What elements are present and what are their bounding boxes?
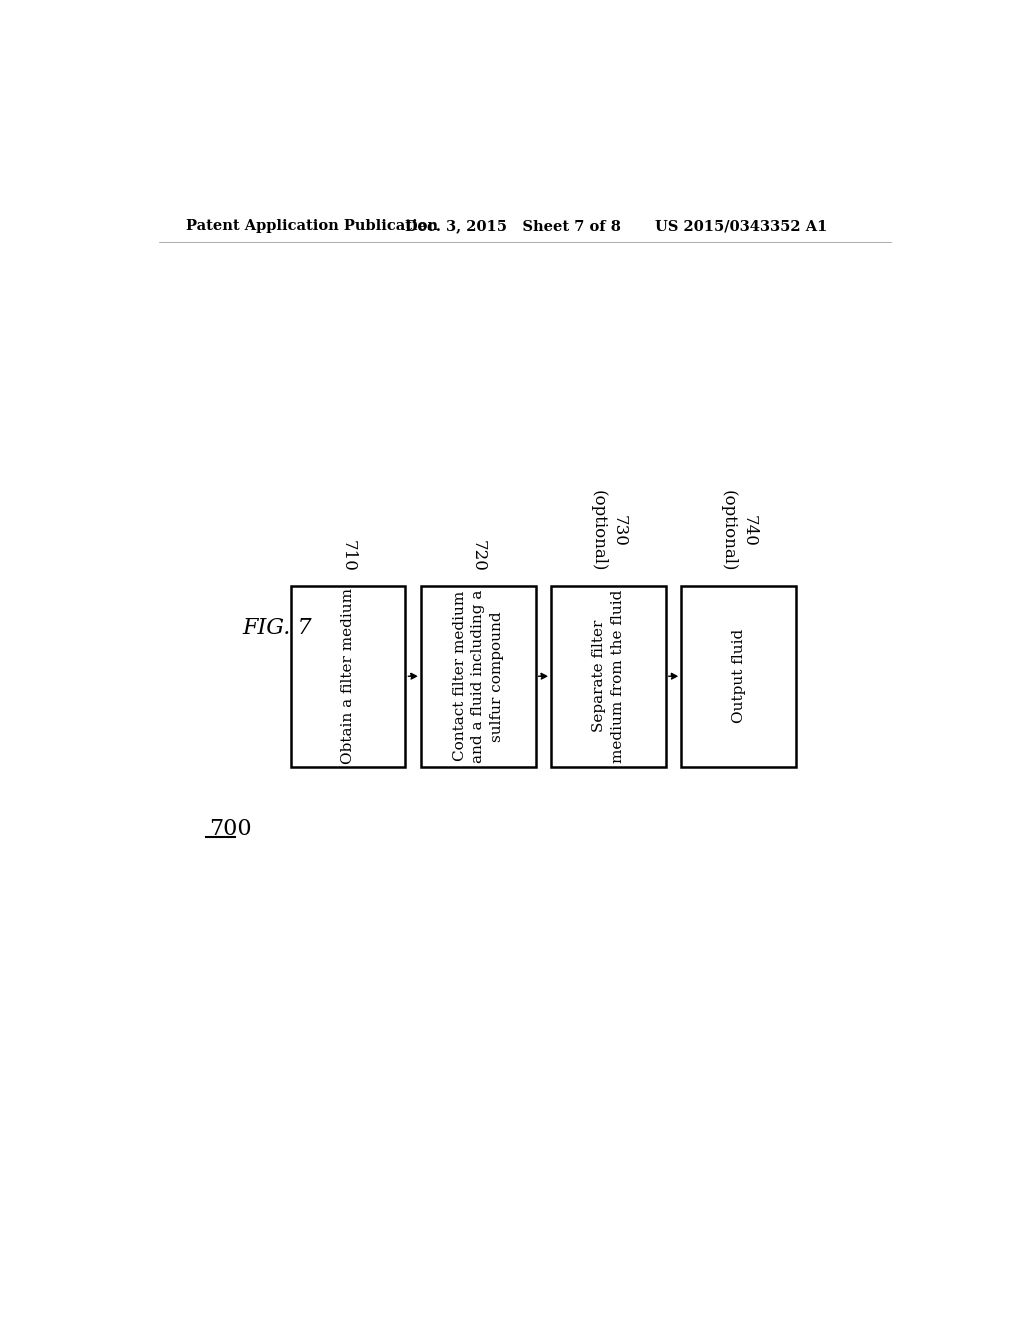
Text: 720: 720: [470, 540, 486, 572]
Text: Patent Application Publication: Patent Application Publication: [186, 219, 438, 234]
Text: 700: 700: [209, 818, 252, 841]
Text: Contact filter medium
and a fluid including a
sulfur compound: Contact filter medium and a fluid includ…: [453, 590, 504, 763]
Text: US 2015/0343352 A1: US 2015/0343352 A1: [655, 219, 827, 234]
Text: 710: 710: [340, 540, 356, 572]
Text: Obtain a filter medium: Obtain a filter medium: [341, 589, 355, 764]
Bar: [291, 586, 406, 767]
Text: Separate filter
medium from the fluid: Separate filter medium from the fluid: [592, 590, 625, 763]
Text: 730
(optional): 730 (optional): [590, 491, 628, 572]
Text: Output fluid: Output fluid: [732, 630, 745, 723]
Text: FIG. 7: FIG. 7: [243, 618, 312, 639]
Bar: [551, 586, 666, 767]
Bar: [421, 586, 536, 767]
Bar: [681, 586, 796, 767]
Text: 740
(optional): 740 (optional): [720, 491, 758, 572]
Text: Dec. 3, 2015   Sheet 7 of 8: Dec. 3, 2015 Sheet 7 of 8: [406, 219, 622, 234]
